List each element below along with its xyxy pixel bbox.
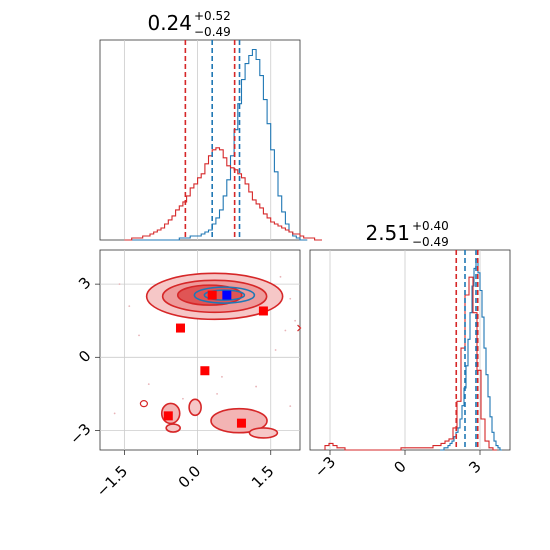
sample-point <box>294 319 297 322</box>
x-tick-label: 3 <box>465 457 484 476</box>
red-marker <box>200 366 210 376</box>
histogram-series-0 <box>440 258 502 451</box>
y-tick-labels: −3 0 3 <box>66 274 100 448</box>
red-marker <box>163 411 173 421</box>
sample-point <box>221 375 223 378</box>
blue-marker <box>222 290 232 300</box>
y-tick-label: −3 <box>66 420 94 448</box>
title-bottom-right-base: 2.51 <box>365 221 410 245</box>
contour-blue-outer <box>193 286 256 304</box>
title-top-left-base: 0.24 <box>147 11 192 35</box>
x-tick-labels: −3 0 3 <box>311 450 485 481</box>
contours <box>113 272 302 439</box>
x-tick-label: 0 <box>390 457 409 476</box>
panel-bottom-right: −3 0 3 2.51 +0.40 −0.49 <box>309 219 511 481</box>
histograms <box>324 258 502 451</box>
contour-edge <box>297 324 302 332</box>
quantile-lines <box>455 250 479 450</box>
quantile-lines <box>184 40 241 240</box>
red-marker <box>207 290 217 300</box>
sample-point <box>284 329 287 332</box>
title-bottom-right-minus: −0.49 <box>412 235 449 249</box>
sample-point <box>138 334 140 337</box>
y-tick-label: 0 <box>75 347 94 366</box>
panel-top-left: 0.24 +0.52 −0.49 <box>99 9 322 241</box>
x-tick-label: −1.5 <box>93 462 131 500</box>
sample-point <box>274 349 277 351</box>
contour-blue-inner <box>203 289 246 301</box>
x-tick-label: −3 <box>311 453 339 481</box>
sample-point <box>279 275 282 278</box>
panel-frame <box>99 39 301 241</box>
contour-island <box>165 423 181 433</box>
title-top-left-minus: −0.49 <box>194 25 231 39</box>
red-marker <box>236 418 246 428</box>
x-tick-label: 1.5 <box>248 462 278 492</box>
red-marker <box>258 306 268 316</box>
sample-point <box>118 283 121 286</box>
sample-point <box>182 397 184 400</box>
y-tick-label: 3 <box>75 274 94 293</box>
sample-point <box>289 405 292 407</box>
x-tick-labels: −1.5 0.0 1.5 <box>93 450 278 501</box>
sample-point <box>147 383 150 386</box>
panel-frame <box>99 249 301 451</box>
histogram-series-1 <box>324 276 497 451</box>
contour-island <box>248 427 279 439</box>
title-top-left-plus: +0.52 <box>194 9 231 23</box>
contour-island <box>139 400 149 408</box>
sample-point <box>216 393 218 395</box>
histogram-series-0 <box>124 48 308 241</box>
histograms <box>124 48 322 241</box>
red-marker <box>175 323 185 333</box>
panel-frame <box>309 249 511 451</box>
title-bottom-right-plus: +0.40 <box>412 219 449 233</box>
sample-point <box>128 305 131 307</box>
x-tick-label: 0.0 <box>175 462 205 492</box>
contour-island <box>188 398 202 417</box>
panel-bottom-left: −1.5 0.0 1.5 −3 0 3 <box>66 249 302 501</box>
sample-point <box>255 385 257 388</box>
sample-point <box>113 412 116 415</box>
grid <box>123 40 272 240</box>
sample-point <box>289 297 292 300</box>
markers <box>163 290 268 428</box>
histogram-series-1 <box>124 147 322 241</box>
